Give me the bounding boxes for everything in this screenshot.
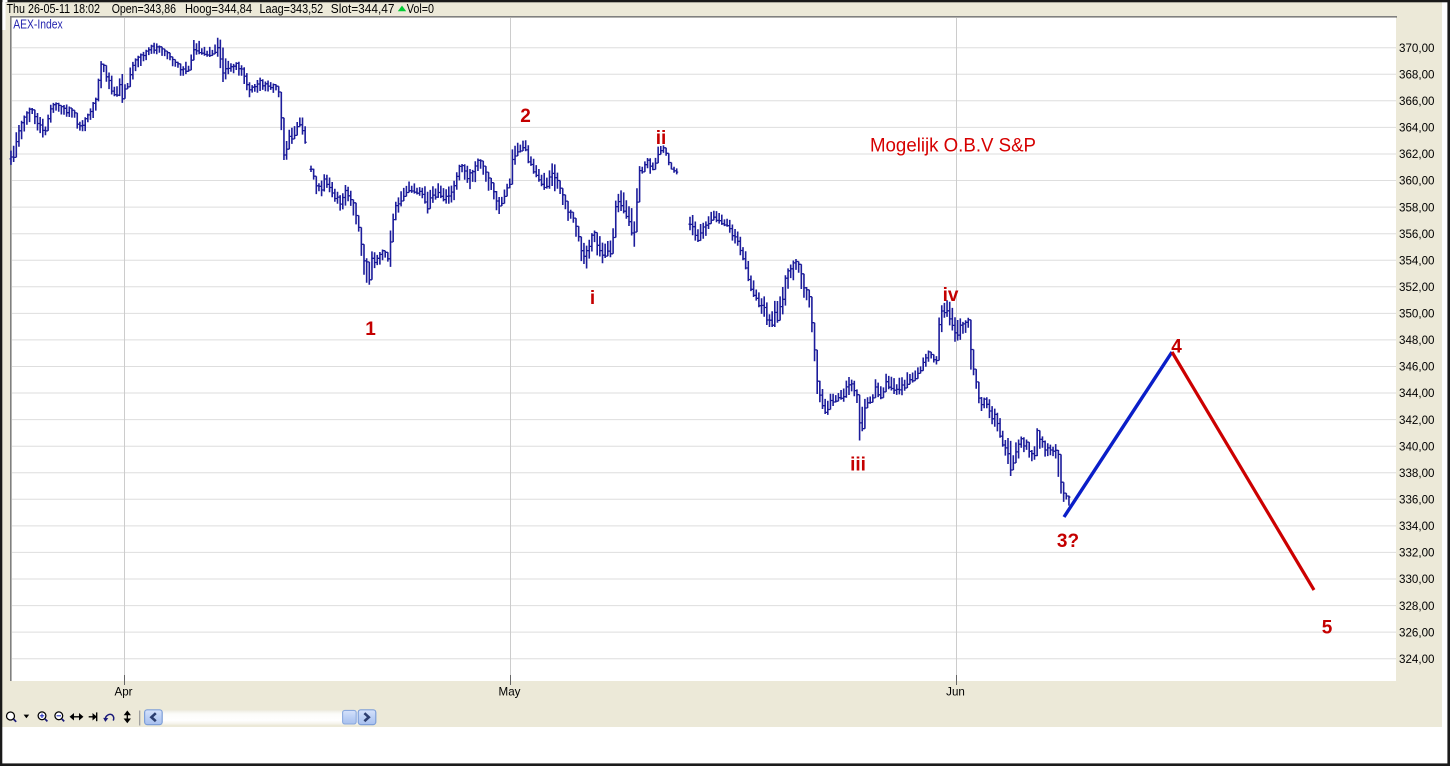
svg-text:5: 5 (1322, 617, 1333, 638)
svg-text:352,00: 352,00 (1399, 281, 1434, 294)
svg-text:3?: 3? (1057, 531, 1079, 552)
svg-text:Slot=344,47: Slot=344,47 (331, 2, 395, 16)
svg-text:328,00: 328,00 (1399, 600, 1434, 613)
svg-text:i: i (590, 288, 595, 309)
svg-text:326,00: 326,00 (1399, 626, 1434, 639)
svg-text:336,00: 336,00 (1399, 494, 1434, 507)
svg-text:Open=343,86: Open=343,86 (112, 2, 176, 16)
svg-text:Hoog=344,84: Hoog=344,84 (185, 2, 252, 16)
svg-text:346,00: 346,00 (1399, 361, 1434, 374)
svg-text:356,00: 356,00 (1399, 228, 1434, 241)
svg-text:348,00: 348,00 (1399, 334, 1434, 347)
svg-text:324,00: 324,00 (1399, 653, 1434, 666)
svg-text:350,00: 350,00 (1399, 308, 1434, 321)
svg-text:358,00: 358,00 (1399, 201, 1434, 214)
svg-text:364,00: 364,00 (1399, 122, 1434, 135)
svg-text:340,00: 340,00 (1399, 440, 1434, 453)
svg-text:Jun: Jun (946, 686, 965, 699)
svg-text:332,00: 332,00 (1399, 547, 1434, 560)
svg-text:Vol=0: Vol=0 (407, 2, 434, 16)
svg-text:iv: iv (943, 285, 959, 306)
svg-text:330,00: 330,00 (1399, 573, 1434, 586)
svg-text:1: 1 (365, 319, 376, 340)
svg-text:Laag=343,52: Laag=343,52 (260, 2, 324, 16)
svg-text:344,00: 344,00 (1399, 387, 1434, 400)
svg-text:338,00: 338,00 (1399, 467, 1434, 480)
svg-text:4: 4 (1171, 336, 1182, 357)
svg-text:370,00: 370,00 (1399, 42, 1434, 55)
svg-text:AEX-Index: AEX-Index (13, 17, 63, 32)
svg-text:iii: iii (850, 455, 866, 476)
svg-text:342,00: 342,00 (1399, 414, 1434, 427)
svg-text:368,00: 368,00 (1399, 69, 1434, 82)
svg-text:334,00: 334,00 (1399, 520, 1434, 533)
svg-text:Mogelijk O.B.V S&P: Mogelijk O.B.V S&P (870, 135, 1036, 157)
svg-text:360,00: 360,00 (1399, 175, 1434, 188)
svg-text:Apr: Apr (114, 686, 132, 699)
svg-text:Thu 26-05-11 18:02: Thu 26-05-11 18:02 (7, 2, 101, 16)
svg-text:ii: ii (656, 128, 667, 149)
svg-text:366,00: 366,00 (1399, 95, 1434, 108)
svg-text:362,00: 362,00 (1399, 148, 1434, 161)
svg-text:354,00: 354,00 (1399, 254, 1434, 267)
svg-text:2: 2 (520, 106, 531, 127)
svg-text:May: May (499, 686, 521, 699)
